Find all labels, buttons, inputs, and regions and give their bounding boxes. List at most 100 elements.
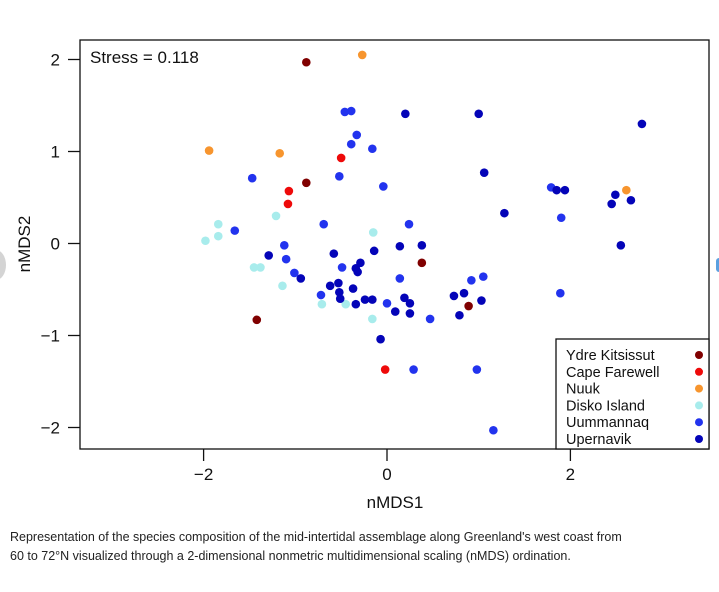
- data-point: [626, 195, 636, 205]
- data-point: [395, 274, 405, 283]
- data-point: [334, 278, 343, 288]
- stress-annotation: Stress = 0.118: [90, 48, 199, 67]
- data-point: [637, 119, 647, 129]
- x-tick-label: 2: [566, 465, 575, 484]
- legend-marker: [695, 367, 703, 376]
- data-point: [213, 219, 223, 229]
- caption-line-2: 60 to 72°N visualized through a 2-dimens…: [10, 549, 571, 563]
- legend-marker: [695, 418, 703, 427]
- data-point: [302, 57, 311, 67]
- legend-label: Cape Farewell: [566, 365, 660, 381]
- data-point: [382, 299, 392, 308]
- data-point: [404, 219, 414, 229]
- data-point: [284, 186, 294, 196]
- data-point: [368, 144, 377, 154]
- data-point: [409, 365, 418, 374]
- data-point: [256, 263, 265, 272]
- data-point: [417, 241, 427, 250]
- data-point: [302, 178, 311, 188]
- data-point: [477, 296, 486, 305]
- plot-frame: [79, 39, 710, 450]
- y-tick-label: 0: [51, 235, 60, 254]
- data-point: [368, 314, 377, 324]
- data-point: [400, 293, 409, 303]
- data-point: [395, 241, 405, 251]
- figure-caption: Representation of the species compositio…: [10, 528, 710, 566]
- data-point: [390, 307, 400, 316]
- data-point: [467, 276, 476, 285]
- data-point: [552, 185, 561, 195]
- data-point: [379, 182, 388, 191]
- legend-label: Uummannaq: [566, 415, 649, 431]
- data-point: [357, 50, 367, 60]
- data-point: [275, 149, 285, 158]
- data-point: [459, 288, 469, 298]
- data-point: [335, 172, 344, 181]
- data-point: [279, 241, 289, 250]
- data-point: [425, 314, 435, 324]
- data-point: [376, 334, 385, 344]
- series-ydre-kitsissut: [252, 57, 473, 325]
- legend-marker: [695, 435, 703, 443]
- y-tick-label: −2: [41, 419, 60, 438]
- data-point: [204, 146, 214, 155]
- data-point: [479, 168, 489, 177]
- data-point: [249, 263, 259, 272]
- data-point: [290, 268, 299, 278]
- data-point: [319, 219, 329, 229]
- page-edge-control-left[interactable]: [0, 250, 6, 280]
- legend-marker: [695, 384, 703, 393]
- data-point: [278, 281, 287, 291]
- data-point: [500, 208, 509, 218]
- page-edge-control-right[interactable]: [716, 258, 719, 272]
- legend-box: [555, 338, 710, 450]
- x-tick-label: 0: [382, 465, 391, 484]
- data-point: [316, 290, 326, 300]
- data-point: [335, 287, 344, 297]
- data-point: [556, 213, 566, 223]
- data-point: [325, 281, 335, 291]
- data-point: [348, 284, 358, 293]
- data-point: [455, 310, 464, 320]
- points-layer: [201, 50, 647, 435]
- data-point: [352, 130, 362, 140]
- legend-label: Upernavik: [566, 432, 632, 448]
- legend-marker: [695, 401, 703, 410]
- data-point: [405, 299, 415, 308]
- data-point: [607, 199, 616, 209]
- data-point: [281, 254, 291, 264]
- data-point: [368, 228, 378, 237]
- y-axis: −2 −1 0 1 2: [41, 51, 80, 438]
- data-point: [464, 301, 473, 311]
- data-point: [335, 294, 345, 304]
- data-point: [474, 109, 484, 119]
- data-point: [622, 185, 631, 195]
- data-point: [252, 315, 262, 325]
- data-point: [405, 309, 415, 318]
- data-point: [329, 249, 339, 258]
- data-point: [271, 211, 281, 221]
- data-point: [356, 258, 365, 268]
- x-tick-label: −2: [194, 465, 213, 484]
- data-point: [611, 190, 620, 200]
- data-point: [478, 272, 488, 281]
- data-point: [230, 226, 240, 235]
- data-point: [380, 365, 390, 374]
- legend-marker: [695, 351, 703, 359]
- data-point: [556, 288, 565, 298]
- data-point: [346, 139, 356, 149]
- data-point: [296, 274, 306, 283]
- y-tick-label: −1: [41, 327, 60, 346]
- data-point: [472, 365, 482, 374]
- series-upernavik: [264, 109, 647, 344]
- data-point: [368, 295, 377, 304]
- data-point: [340, 107, 350, 117]
- caption-line-1: Representation of the species compositio…: [10, 530, 622, 544]
- data-point: [353, 267, 362, 277]
- legend-label: Ydre Kitsissut: [566, 348, 655, 364]
- data-point: [417, 258, 427, 268]
- legend-label: Disko Island: [566, 398, 645, 414]
- data-point: [449, 291, 459, 301]
